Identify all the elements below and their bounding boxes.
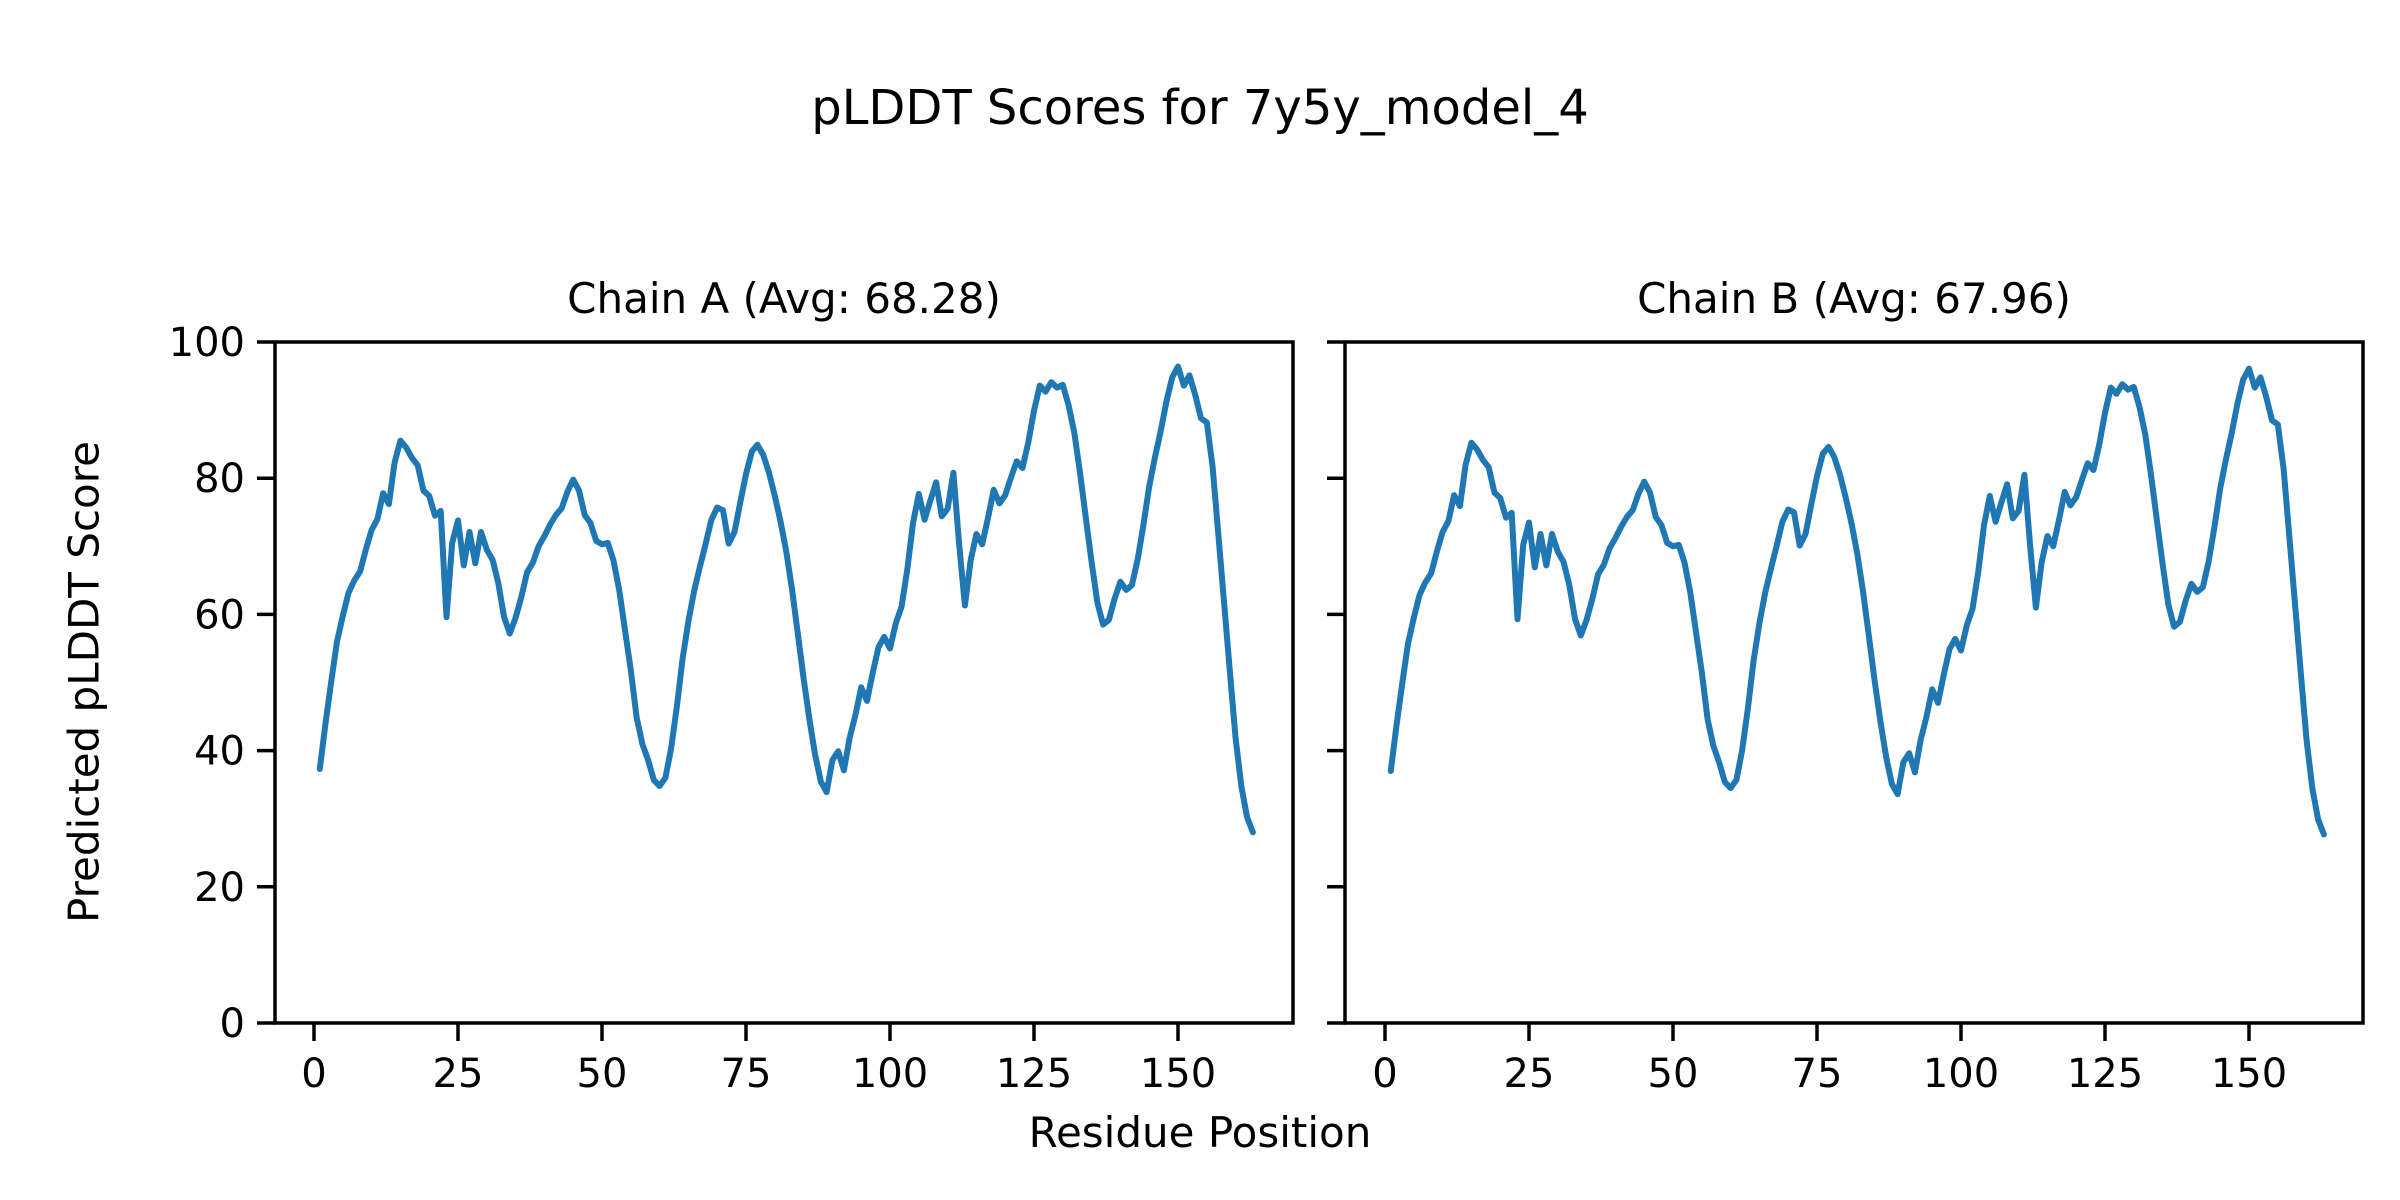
chain-a-plddt-line [316,363,1256,836]
chain-b-x-tick-label: 50 [1648,1051,1699,1097]
chain-b-x-tick-label: 100 [1923,1051,1999,1097]
chain-a-y-tick-label: 100 [169,320,245,366]
chain-a-x-tick-label: 0 [301,1051,326,1097]
chain-a-x-tick-label: 50 [577,1051,628,1097]
chain-b-x-tick-label: 150 [2211,1051,2287,1097]
chain-a-axes: 0 25 50 75 100 125 150 0 20 40 60 80 100 [169,320,1295,1097]
chain-b-spines [1343,340,2365,1025]
chain-a-y-tick-label: 0 [220,1001,245,1047]
chain-b-axes: 0 25 50 75 100 125 150 [1327,340,2365,1097]
chain-b-x-tick-label: 25 [1504,1051,1555,1097]
chain-a-x-tick-label: 125 [996,1051,1072,1097]
chain-a-x-tick-label: 100 [852,1051,928,1097]
chain-b-x-tick-label: 125 [2067,1051,2143,1097]
chain-a-x-tick-label: 25 [433,1051,484,1097]
chain-a-subplot-title: Chain A (Avg: 68.28) [567,274,1001,323]
chain-b-plddt-line [1387,365,2327,838]
chain-a-x-tick-label: 150 [1140,1051,1216,1097]
figure-title: pLDDT Scores for 7y5y_model_4 [811,80,1589,136]
chain-a-y-tick-label: 80 [194,456,245,502]
chain-a-x-tick-label: 75 [721,1051,772,1097]
chain-b-x-tick-label: 0 [1372,1051,1397,1097]
chain-a-y-tick-label: 20 [194,865,245,911]
chain-a-spines [273,340,1295,1025]
chain-a-y-tick-label: 40 [194,729,245,775]
chain-b-x-tick-label: 75 [1792,1051,1843,1097]
chain-b-subplot-title: Chain B (Avg: 67.96) [1637,274,2071,323]
chain-a-y-tick-label: 60 [194,592,245,638]
x-axis-label: Residue Position [1028,1108,1372,1157]
